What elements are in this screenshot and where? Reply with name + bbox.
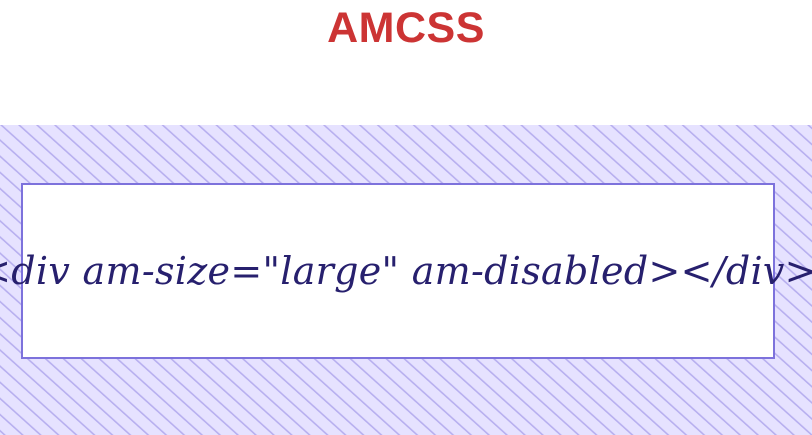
code-box: <div am-size="large" am-disabled></div>	[0, 183, 812, 359]
slide-title: AMCSS	[327, 4, 485, 52]
code-snippet: <div am-size="large" am-disabled></div>	[0, 249, 812, 293]
